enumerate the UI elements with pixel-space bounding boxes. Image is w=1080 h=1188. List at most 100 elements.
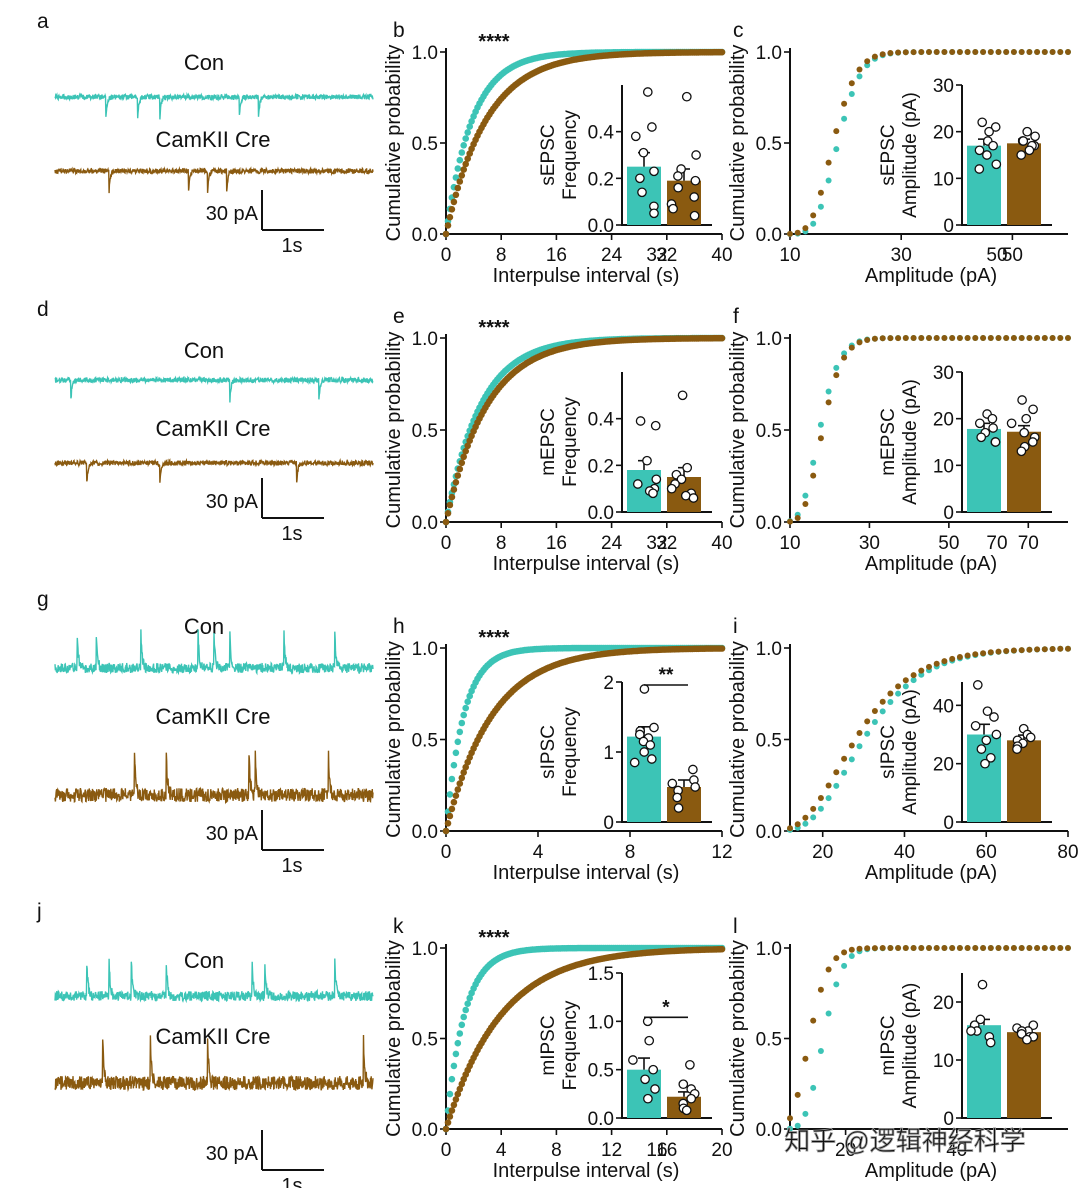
cre-cdf-point	[448, 1107, 456, 1114]
cre-cdf-point	[444, 510, 452, 517]
data-point	[990, 437, 1001, 447]
cre-cdf-point	[825, 782, 832, 789]
x-axis-label: Interpulse interval (s)	[493, 1160, 680, 1182]
cre-cdf-point	[918, 945, 925, 951]
cre-cdf-point	[1049, 335, 1056, 341]
inset-y-tick-label: 0.2	[588, 456, 614, 477]
inset-y-tick-label: 20	[933, 755, 954, 776]
con-cdf-point	[871, 719, 878, 725]
data-point	[1006, 418, 1017, 429]
cre-cdf-point	[879, 51, 886, 58]
con-cdf-point	[817, 203, 824, 210]
cre-cdf-point	[910, 49, 917, 56]
data-point	[691, 150, 701, 160]
cre-cdf-point	[864, 945, 871, 952]
inset-y-tick-label: 0.4	[588, 410, 615, 431]
cre-cdf-point	[941, 335, 948, 341]
con-bar	[967, 145, 1001, 225]
cre-cdf-point	[817, 189, 824, 196]
data-point	[1025, 732, 1036, 743]
cre-cdf-point	[1010, 945, 1017, 951]
inset-y-tick-label: 0	[943, 503, 954, 524]
y-tick-label: 0.5	[756, 421, 782, 442]
cre-cdf-point	[1065, 49, 1071, 55]
cre-cdf-point	[918, 335, 925, 341]
x-tick-label: 16	[546, 245, 567, 266]
x-tick-label: 40	[946, 1140, 967, 1161]
cre-cdf-point	[446, 1113, 454, 1120]
inset-y-label: sEPSCFrequency	[538, 110, 581, 200]
cre-cdf-point	[895, 49, 902, 56]
cre-cdf-point	[810, 212, 817, 219]
cre-cdf-point	[933, 945, 940, 951]
data-point	[974, 418, 985, 429]
cre-cdf-point	[1026, 49, 1033, 55]
cre-cdf-point	[446, 213, 454, 221]
data-point	[677, 390, 688, 401]
panel-letter: c	[733, 19, 744, 42]
cre-cdf-point	[794, 821, 801, 828]
x-tick-label: 0	[441, 245, 452, 266]
inset-y-tick-label: 10	[933, 169, 954, 190]
y-tick-label: 1.0	[756, 43, 782, 64]
data-point	[628, 1055, 638, 1065]
y-tick-label: 0.0	[412, 1120, 438, 1141]
cre-cdf-point	[817, 795, 824, 801]
inset-y-tick-label: 0.0	[588, 216, 614, 237]
data-point	[987, 413, 998, 424]
y-tick-label: 0.5	[412, 731, 438, 752]
inset-y-label-line1: mIPSC	[538, 1015, 559, 1075]
con-cdf-point	[841, 769, 848, 776]
con-cdf-point	[787, 1125, 793, 1132]
data-point	[989, 712, 999, 722]
cre-cdf-point	[456, 178, 464, 185]
cre-cdf-point	[810, 805, 817, 812]
data-point	[642, 87, 653, 97]
cre-cdf-point	[987, 49, 994, 55]
data-point	[640, 1074, 650, 1085]
cre-cdf-point	[1026, 945, 1033, 951]
y-tick-label: 1.0	[756, 329, 782, 350]
inset-y-tick-label: 2	[603, 673, 614, 694]
cre-cdf-point	[1041, 945, 1048, 951]
x-tick-label: 30	[859, 533, 880, 554]
cre-cdf-point	[458, 172, 466, 179]
cre-cdf-point	[926, 49, 932, 55]
cre-cdf-point	[794, 515, 801, 521]
cre-cdf-point	[1018, 647, 1025, 654]
y-tick-label: 0.0	[412, 513, 438, 534]
cre-cdf-point	[1026, 335, 1033, 341]
y-tick-label: 0.5	[756, 1030, 782, 1051]
x-tick-label: 60	[976, 842, 997, 863]
cre-cdf-point	[949, 335, 956, 341]
con-cdf-point	[458, 719, 466, 727]
x-tick-label: 8	[496, 533, 507, 554]
data-point	[977, 117, 988, 128]
con-trace-label: Con	[184, 948, 224, 973]
x-tick-label: 24	[601, 245, 623, 266]
cre-cdf-point	[941, 945, 948, 951]
con-cdf-point	[833, 981, 840, 988]
cre-cdf-point	[871, 708, 878, 714]
panel-e: e 0.0 0.5 1.0 0 8 16 24 32 40 Interpulse interval …	[383, 305, 733, 575]
panel-letter: b	[393, 19, 405, 42]
y-axis-label: Cumulative probability	[383, 641, 405, 838]
data-point	[972, 680, 983, 690]
cre-cdf-point	[887, 50, 894, 56]
x-tick-label: 32	[646, 245, 667, 266]
data-point	[977, 979, 988, 990]
cre-cdf-point	[833, 128, 840, 135]
cre-cdf-point	[825, 399, 832, 406]
panel-g: g Con CamKII Cre 30 pA 1s	[37, 588, 374, 877]
cre-cdf-point	[879, 945, 886, 951]
cre-cdf-point	[718, 48, 726, 56]
cre-cdf-point	[841, 100, 848, 107]
con-trace	[54, 375, 374, 403]
data-point	[629, 757, 640, 768]
x-tick-label: 8	[496, 245, 507, 266]
cre-cdf-point	[802, 814, 809, 821]
y-tick-label: 0.0	[756, 1120, 782, 1141]
cre-cdf-point	[864, 718, 871, 725]
cre-cdf-point	[446, 812, 454, 820]
